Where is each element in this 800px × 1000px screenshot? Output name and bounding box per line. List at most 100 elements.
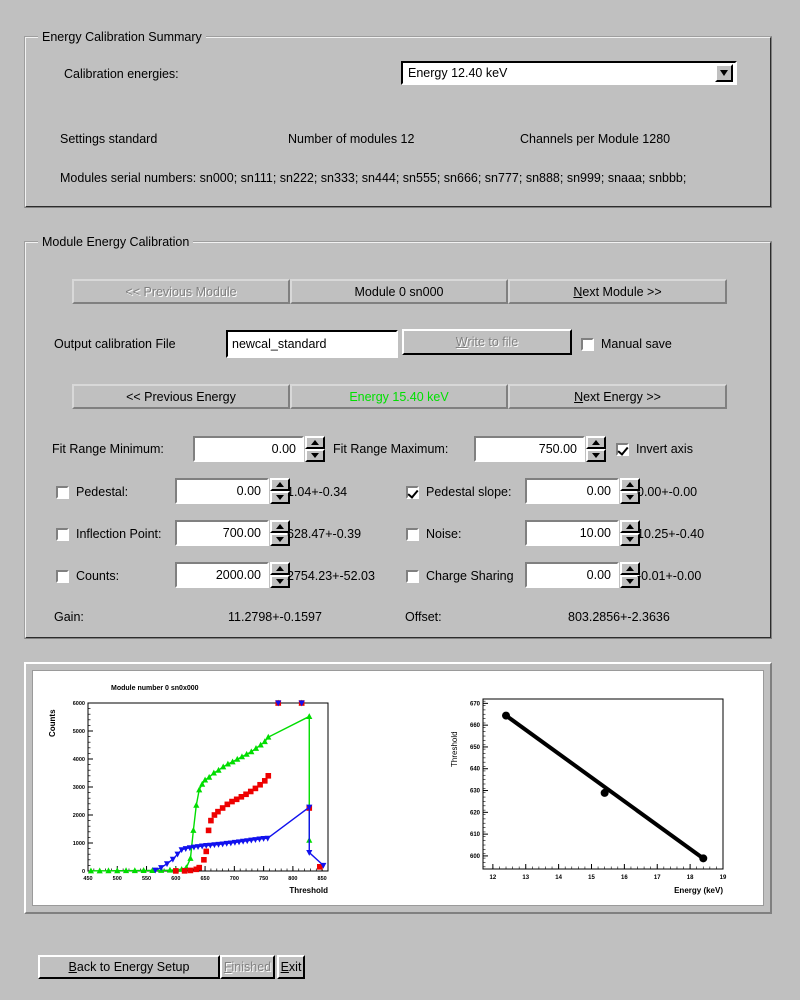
spin-down-icon[interactable] bbox=[270, 533, 290, 546]
current-module-button[interactable]: Module 0 sn000 bbox=[290, 279, 508, 304]
svg-text:650: 650 bbox=[200, 876, 209, 882]
svg-text:15: 15 bbox=[588, 875, 595, 881]
channels-per-module-label: Channels per Module 1280 bbox=[520, 132, 671, 146]
param-2-result: 2754.23+-52.03 bbox=[287, 569, 375, 583]
back-mnemonic: B bbox=[68, 960, 77, 974]
param-1-checkbox[interactable]: Inflection Point: bbox=[56, 527, 161, 541]
energy-calibration-summary-group: Energy Calibration Summary bbox=[24, 30, 772, 208]
spin-up-icon[interactable] bbox=[586, 436, 606, 449]
previous-module-button[interactable]: << Previous Module bbox=[72, 279, 290, 304]
spin-up-icon[interactable] bbox=[270, 562, 290, 575]
spin-up-icon[interactable] bbox=[620, 478, 640, 491]
svg-text:18: 18 bbox=[687, 875, 694, 881]
param-2-stepper[interactable]: 2000.00 bbox=[175, 562, 290, 588]
fit-range-max-stepper[interactable]: 750.00 bbox=[474, 436, 606, 462]
checkbox-box[interactable] bbox=[406, 569, 419, 583]
module-energy-calibration-group: Module Energy Calibration bbox=[24, 235, 772, 639]
param-4-stepper[interactable]: 10.00 bbox=[525, 520, 640, 546]
param-5-value[interactable]: 0.00 bbox=[525, 562, 619, 588]
settings-label: Settings standard bbox=[60, 132, 158, 146]
param-0-label: Pedestal: bbox=[76, 485, 129, 499]
spin-up-icon[interactable] bbox=[620, 520, 640, 533]
param-0-value[interactable]: 0.00 bbox=[175, 478, 269, 504]
svg-text:Counts: Counts bbox=[48, 709, 57, 737]
spin-down-icon[interactable] bbox=[586, 449, 606, 462]
param-4-value[interactable]: 10.00 bbox=[525, 520, 619, 546]
plots-svg: Module number 0 sn0x000 450 500 550 600 650 70… bbox=[48, 685, 727, 895]
exit-mnemonic: E bbox=[280, 960, 289, 974]
manual-save-checkbox[interactable]: Manual save bbox=[581, 337, 672, 351]
spin-down-icon[interactable] bbox=[620, 533, 640, 546]
param-4-label: Noise: bbox=[426, 527, 462, 541]
spin-down-icon[interactable] bbox=[620, 491, 640, 504]
checkbox-box[interactable] bbox=[406, 485, 419, 499]
invert-axis-checkbox[interactable]: Invert axis bbox=[616, 442, 693, 456]
current-energy-button[interactable]: Energy 15.40 keV bbox=[290, 384, 508, 409]
output-file-input[interactable]: newcal_standard bbox=[226, 330, 398, 358]
calibration-energies-value: Energy 12.40 keV bbox=[408, 66, 508, 80]
next-energy-label: ext Energy >> bbox=[583, 389, 661, 404]
param-3-stepper[interactable]: 0.00 bbox=[525, 478, 640, 504]
spin-down-icon[interactable] bbox=[270, 491, 290, 504]
param-0-checkbox[interactable]: Pedestal: bbox=[56, 485, 128, 499]
checkbox-box[interactable] bbox=[56, 485, 69, 499]
param-2-checkbox[interactable]: Counts: bbox=[56, 569, 119, 583]
number-of-modules-label: Number of modules 12 bbox=[288, 132, 415, 146]
param-0-stepper[interactable]: 0.00 bbox=[175, 478, 290, 504]
invert-axis-label: Invert axis bbox=[636, 442, 693, 456]
checkbox-box[interactable] bbox=[616, 442, 629, 456]
chevron-down-icon[interactable] bbox=[715, 64, 733, 82]
svg-text:800: 800 bbox=[288, 876, 297, 882]
spin-up-icon[interactable] bbox=[270, 520, 290, 533]
spin-up-icon[interactable] bbox=[305, 436, 325, 449]
write-to-file-label: rite to file bbox=[467, 335, 519, 349]
svg-text:17: 17 bbox=[654, 875, 661, 881]
checkbox-box[interactable] bbox=[406, 527, 419, 541]
spin-up-icon[interactable] bbox=[270, 478, 290, 491]
param-5-checkbox[interactable]: Charge Sharing bbox=[406, 569, 514, 583]
spin-down-icon[interactable] bbox=[270, 575, 290, 588]
svg-text:6000: 6000 bbox=[73, 701, 85, 707]
serial-numbers-label: Modules serial numbers: sn000; sn111; sn… bbox=[60, 171, 687, 185]
checkbox-box[interactable] bbox=[581, 337, 594, 351]
checkbox-box[interactable] bbox=[56, 527, 69, 541]
spin-down-icon[interactable] bbox=[620, 575, 640, 588]
fit-range-min-value[interactable]: 0.00 bbox=[193, 436, 304, 462]
param-4-checkbox[interactable]: Noise: bbox=[406, 527, 461, 541]
output-file-label: Output calibration File bbox=[54, 337, 176, 351]
manual-save-label: Manual save bbox=[601, 337, 672, 351]
fit-range-max-value[interactable]: 750.00 bbox=[474, 436, 585, 462]
param-2-value[interactable]: 2000.00 bbox=[175, 562, 269, 588]
svg-text:600: 600 bbox=[470, 854, 481, 860]
svg-text:0: 0 bbox=[82, 869, 85, 875]
fit-range-min-stepper[interactable]: 0.00 bbox=[193, 436, 325, 462]
svg-text:3000: 3000 bbox=[73, 785, 85, 791]
param-5-stepper[interactable]: 0.00 bbox=[525, 562, 640, 588]
param-3-checkbox[interactable]: Pedestal slope: bbox=[406, 485, 511, 499]
param-3-value[interactable]: 0.00 bbox=[525, 478, 619, 504]
checkbox-box[interactable] bbox=[56, 569, 69, 583]
calibration-energies-select[interactable]: Energy 12.40 keV bbox=[401, 61, 737, 85]
current-module-label: Module 0 sn000 bbox=[354, 284, 444, 299]
spin-up-icon[interactable] bbox=[620, 562, 640, 575]
svg-text:500: 500 bbox=[113, 876, 122, 882]
offset-value: 803.2856+-2.3636 bbox=[568, 610, 670, 624]
next-module-mnemonic: N bbox=[573, 284, 583, 299]
param-4-result: 10.25+-0.40 bbox=[637, 527, 705, 541]
gain-label: Gain: bbox=[54, 610, 84, 624]
spin-down-icon[interactable] bbox=[305, 449, 325, 462]
svg-text:19: 19 bbox=[720, 875, 727, 881]
svg-text:4000: 4000 bbox=[73, 757, 85, 763]
next-energy-mnemonic: N bbox=[574, 389, 584, 404]
param-1-value[interactable]: 700.00 bbox=[175, 520, 269, 546]
svg-text:610: 610 bbox=[470, 832, 481, 838]
param-1-stepper[interactable]: 700.00 bbox=[175, 520, 290, 546]
svg-text:2000: 2000 bbox=[73, 813, 85, 819]
previous-energy-button[interactable]: << Previous Energy bbox=[72, 384, 290, 409]
